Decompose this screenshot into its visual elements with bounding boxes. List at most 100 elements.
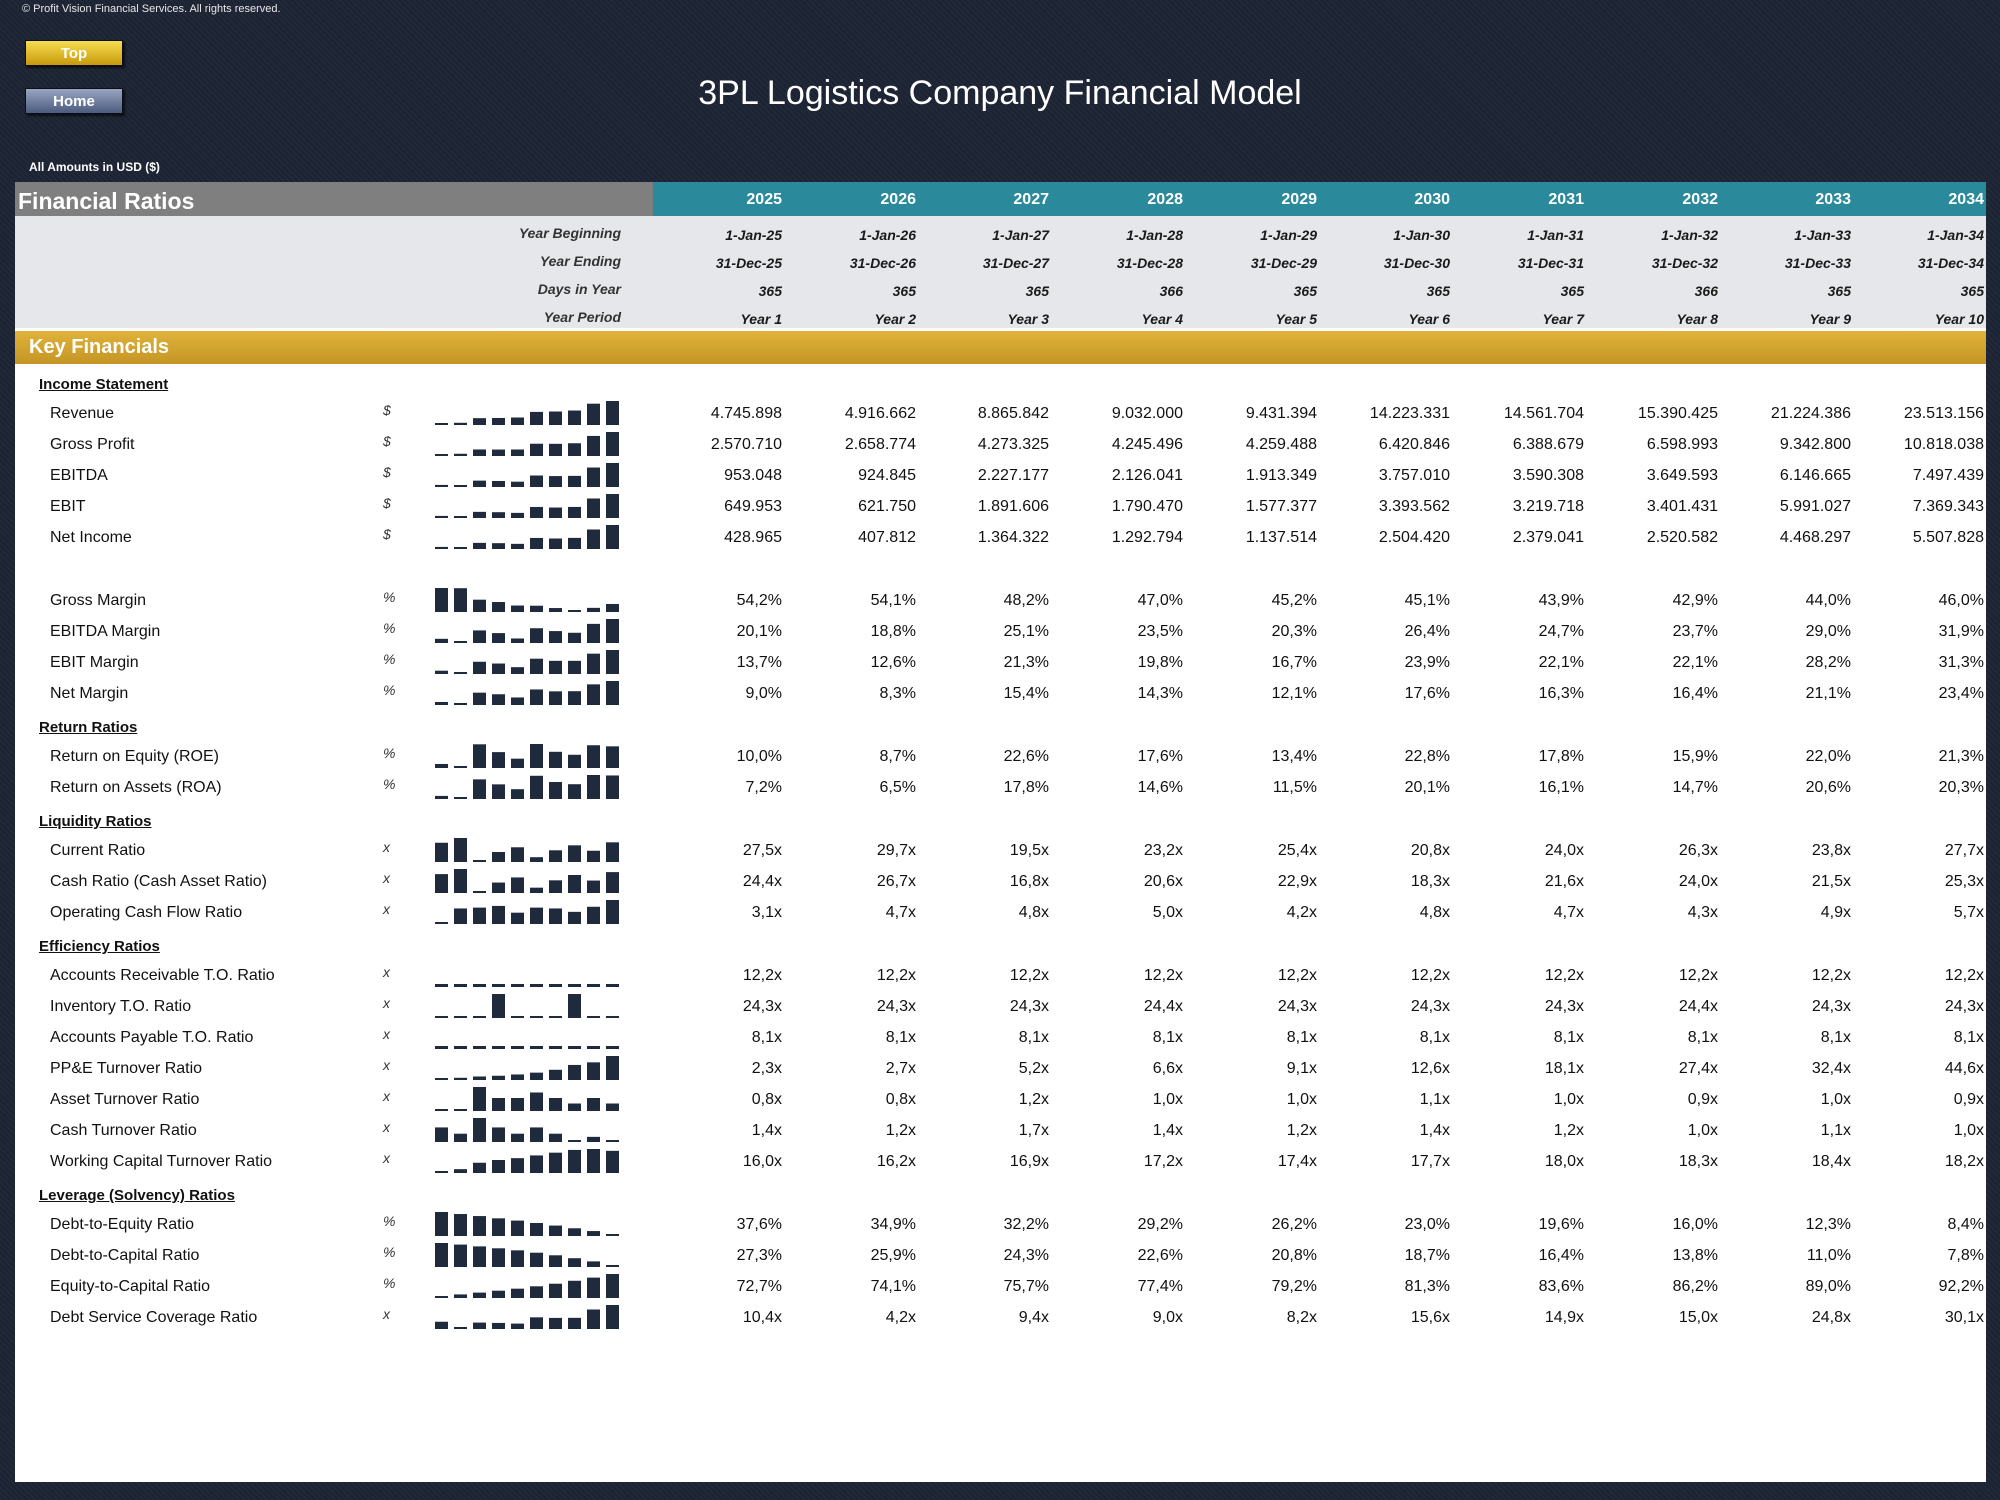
- value-cell: 5,0x: [1152, 904, 1183, 921]
- sparkline-bar: [587, 775, 600, 799]
- value-cell: 9.342.800: [1779, 436, 1851, 453]
- unit-indicator: %: [383, 1244, 396, 1260]
- row-label: Return on Equity (ROE): [50, 748, 219, 765]
- sparkline-bar: [568, 1140, 581, 1142]
- sparkline-bar: [530, 1155, 543, 1173]
- sparkline-bar: [549, 1283, 562, 1298]
- sparkline-bar: [454, 703, 467, 705]
- sparkline-bar: [435, 1212, 448, 1236]
- value-cell: 16,9x: [1009, 1153, 1049, 1170]
- value-cell: 20,3%: [1271, 623, 1317, 640]
- sparkline-bar: [492, 449, 505, 456]
- value-cell: 6.598.993: [1646, 436, 1718, 453]
- sparkline-bar: [435, 546, 448, 549]
- period-value-cell: 365: [1426, 283, 1450, 299]
- sparkline-bar: [530, 1252, 543, 1267]
- value-cell: 5.991.027: [1779, 498, 1851, 515]
- value-cell: 24,4x: [1678, 998, 1718, 1015]
- value-cell: 3.649.593: [1646, 467, 1718, 484]
- sparkline-chart: [435, 463, 619, 487]
- value-cell: 8,1x: [885, 1029, 916, 1046]
- row-label: Asset Turnover Ratio: [50, 1091, 200, 1108]
- sparkline-bar: [549, 1317, 562, 1329]
- period-value-cell: Year 5: [1275, 311, 1317, 327]
- period-row-label: Year Ending: [539, 253, 621, 269]
- sparkline-bar: [549, 908, 562, 924]
- value-cell: 14,9x: [1544, 1309, 1584, 1326]
- value-cell: 10,4x: [742, 1309, 782, 1326]
- value-cell: 10,0%: [736, 748, 782, 765]
- period-value-cell: 1-Jan-33: [1794, 227, 1851, 243]
- sparkline-bar: [492, 1322, 505, 1329]
- row-label: Revenue: [50, 405, 115, 422]
- value-cell: 17,2x: [1143, 1153, 1183, 1170]
- value-cell: 1,2x: [1286, 1122, 1317, 1139]
- value-cell: 26,2%: [1271, 1216, 1317, 1233]
- sparkline-bar: [511, 1016, 524, 1018]
- sparkline-bar: [511, 1133, 524, 1142]
- value-cell: 1,7x: [1018, 1122, 1049, 1139]
- value-cell: 15,6x: [1410, 1309, 1450, 1326]
- sparkline-bar: [473, 1322, 486, 1329]
- sparkline-bar: [568, 1280, 581, 1298]
- value-cell: 4,8x: [1018, 904, 1049, 921]
- value-cell: 24,3x: [1277, 998, 1317, 1015]
- sparkline-bar: [606, 1140, 619, 1142]
- value-cell: 22,6%: [1003, 748, 1049, 765]
- sparkline-bar: [530, 689, 543, 705]
- section-header-title: Financial Ratios: [18, 188, 195, 214]
- row-label: Current Ratio: [50, 842, 146, 859]
- top-button[interactable]: Top: [25, 40, 123, 66]
- sparkline-chart: [435, 1243, 619, 1267]
- sparkline-bar: [492, 994, 505, 1018]
- unit-indicator: $: [383, 464, 391, 480]
- value-cell: 8,1x: [1820, 1029, 1851, 1046]
- value-cell: 26,7x: [876, 873, 916, 890]
- value-cell: 20,1%: [736, 623, 782, 640]
- sparkline-bar: [473, 744, 486, 768]
- value-cell: 9,0x: [1152, 1309, 1183, 1326]
- table-row: EBITDA $953.048 924.845 2.227.177 2.126.041 1…: [15, 462, 1986, 492]
- sparkline-bar: [568, 410, 581, 425]
- sparkline-bar: [568, 875, 581, 893]
- value-cell: 5.507.828: [1912, 529, 1984, 546]
- sparkline-bar: [492, 852, 505, 862]
- sparkline-bar: [587, 1098, 600, 1111]
- value-cell: 17,8%: [1003, 779, 1049, 796]
- section-title: Efficiency Ratios: [39, 938, 160, 955]
- sparkline-bar: [454, 766, 467, 768]
- row-label: Gross Profit: [50, 436, 135, 453]
- sparkline-bar: [435, 874, 448, 893]
- value-cell: 13,8%: [1672, 1247, 1718, 1264]
- sparkline-bar: [454, 516, 467, 518]
- value-cell: 17,6%: [1137, 748, 1183, 765]
- value-cell: 21,1%: [1805, 685, 1851, 702]
- value-cell: 2.504.420: [1378, 529, 1450, 546]
- value-cell: 8,1x: [1152, 1029, 1183, 1046]
- table-row: PP&E Turnover Ratio x 2,3x 2,7x 5,2x 6,6x 9,1x…: [15, 1055, 1986, 1085]
- sparkline-bar: [454, 453, 467, 456]
- unit-indicator: x: [383, 839, 390, 855]
- sparkline-bar: [568, 691, 581, 705]
- sparkline-bar: [435, 1243, 448, 1267]
- home-button[interactable]: Home: [25, 88, 123, 114]
- unit-indicator: x: [383, 1057, 390, 1073]
- period-value-cell: 1-Jan-31: [1527, 227, 1584, 243]
- value-cell: 6.388.679: [1512, 436, 1584, 453]
- value-cell: 15.390.425: [1637, 405, 1718, 422]
- sparkline-bar: [568, 754, 581, 768]
- sparkline-chart: [435, 775, 619, 799]
- table-row: EBIT Margin% 13,7% 12,6% 21,3% 19,8% 16,7% 23,…: [15, 649, 1986, 679]
- period-value-cell: 1-Jan-29: [1260, 227, 1317, 243]
- sparkline-bar: [511, 1250, 524, 1267]
- table-row: Accounts Payable T.O. Ratio x 8,1x 8,1x 8,1x…: [15, 1024, 1986, 1054]
- sparkline-bar: [435, 1171, 448, 1173]
- table-row: Gross Profit $2.570.710 2.658.774 4.273.325…: [15, 431, 1986, 461]
- value-cell: 407.812: [858, 529, 916, 546]
- value-cell: 13,4%: [1271, 748, 1317, 765]
- value-cell: 3.757.010: [1378, 467, 1450, 484]
- value-cell: 19,5x: [1009, 842, 1049, 859]
- sparkline-bar: [511, 847, 524, 862]
- value-cell: 7.369.343: [1912, 498, 1984, 515]
- value-cell: 3.393.562: [1378, 498, 1450, 515]
